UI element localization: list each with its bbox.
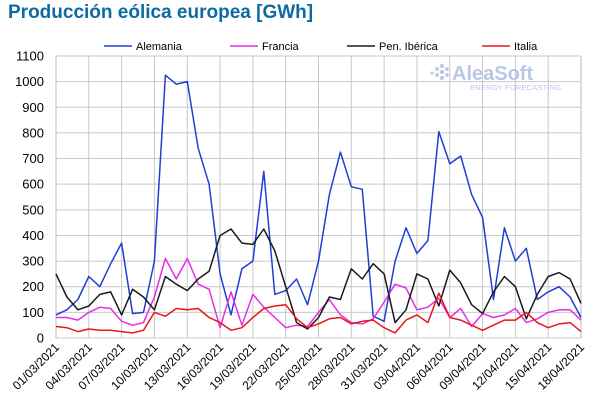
legend-label-pen-ib-rica: Pen. Ibérica xyxy=(379,41,439,53)
y-tick-label: 500 xyxy=(22,202,44,217)
y-axis-ticks: 0 100 200 300 400 500 600 700 800 900 1000 1100 xyxy=(15,49,44,346)
y-tick-label: 300 xyxy=(22,254,44,269)
y-tick-label: 600 xyxy=(22,177,44,192)
series-line-alemania xyxy=(55,74,582,323)
series-line-francia xyxy=(56,257,582,329)
grid-lines xyxy=(55,55,582,339)
legend-label-alemania: Alemania xyxy=(136,41,183,53)
y-tick-label: 400 xyxy=(22,228,44,243)
y-tick-label: 900 xyxy=(22,100,44,115)
series-line-pen-ib-rica xyxy=(55,228,582,330)
aleasoft-logo: AleaSoft ENERGY FORECASTING xyxy=(430,63,561,92)
y-tick-label: 1000 xyxy=(15,74,44,89)
y-tick-label: 800 xyxy=(22,125,44,140)
logo-wordmark: AleaSoft xyxy=(452,63,533,85)
legend-label-francia: Francia xyxy=(262,41,300,53)
series-line-italia xyxy=(55,292,582,334)
x-axis-ticks: 01/03/202104/03/202107/03/202110/03/2021… xyxy=(10,340,588,393)
y-tick-label: 700 xyxy=(22,151,44,166)
series-lines xyxy=(55,74,582,334)
logo-tagline: ENERGY FORECASTING xyxy=(470,83,561,92)
legend: Alemania Francia Pen. Ibérica Italia xyxy=(104,41,538,53)
y-tick-label: 1100 xyxy=(16,49,44,64)
y-tick-label: 100 xyxy=(22,305,44,320)
chart-title: Producción eólica europea [GWh] xyxy=(8,2,314,23)
y-tick-label: 0 xyxy=(37,331,44,346)
logo-dots-icon xyxy=(430,63,449,81)
legend-label-italia: Italia xyxy=(514,41,538,53)
y-tick-label: 200 xyxy=(22,279,44,294)
